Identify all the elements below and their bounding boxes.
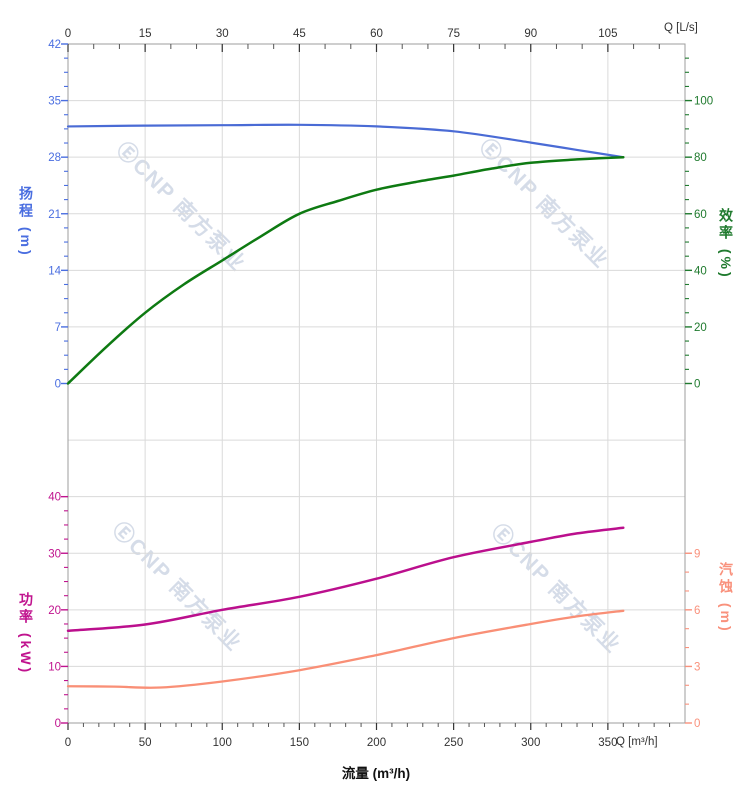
svg-text:42: 42: [48, 39, 61, 51]
svg-text:6: 6: [694, 605, 700, 617]
svg-text:30: 30: [216, 28, 229, 40]
svg-text:100: 100: [694, 96, 713, 108]
svg-text:0: 0: [694, 718, 700, 730]
head-axis-title: 扬程 (m): [18, 186, 34, 258]
svg-text:100: 100: [213, 737, 232, 749]
power-axis-title: 功率 (kW): [18, 592, 34, 676]
npsh-curve: [66, 609, 625, 689]
svg-text:30: 30: [48, 548, 61, 560]
svg-text:250: 250: [444, 737, 463, 749]
svg-text:0: 0: [65, 737, 71, 749]
svg-text:0: 0: [65, 28, 71, 40]
svg-text:7: 7: [55, 322, 61, 334]
svg-text:0: 0: [55, 379, 61, 391]
flow-axis-title: 流量 (m³/h): [341, 766, 411, 781]
efficiency-curve: [66, 155, 625, 385]
svg-text:90: 90: [524, 28, 537, 40]
top-axis-unit-label: Q [L/s]: [664, 22, 698, 34]
svg-text:14: 14: [48, 265, 61, 277]
svg-text:75: 75: [447, 28, 460, 40]
svg-text:50: 50: [139, 737, 152, 749]
svg-text:15: 15: [139, 28, 152, 40]
bottom-axis-unit-label: Q [m³/h]: [616, 736, 658, 748]
svg-text:300: 300: [521, 737, 540, 749]
svg-text:9: 9: [694, 548, 700, 560]
svg-text:0: 0: [55, 718, 61, 730]
svg-text:3: 3: [694, 661, 700, 673]
svg-text:10: 10: [48, 661, 61, 673]
svg-text:40: 40: [694, 265, 707, 277]
svg-text:35: 35: [48, 96, 61, 108]
svg-text:150: 150: [290, 737, 309, 749]
svg-text:200: 200: [367, 737, 386, 749]
svg-text:20: 20: [694, 322, 707, 334]
npsh-axis-title: 汽蚀 (m): [718, 562, 734, 634]
svg-text:60: 60: [370, 28, 383, 40]
svg-text:350: 350: [598, 737, 617, 749]
svg-text:40: 40: [48, 492, 61, 504]
efficiency-axis-title: 效率 (%): [718, 208, 734, 280]
svg-text:80: 80: [694, 152, 707, 164]
svg-text:45: 45: [293, 28, 306, 40]
svg-text:20: 20: [48, 605, 61, 617]
svg-text:60: 60: [694, 209, 707, 221]
svg-text:21: 21: [48, 209, 61, 221]
svg-text:28: 28: [48, 152, 61, 164]
head-curve: [66, 123, 625, 159]
svg-text:105: 105: [598, 28, 617, 40]
power-curve: [66, 526, 625, 633]
svg-text:0: 0: [694, 379, 700, 391]
